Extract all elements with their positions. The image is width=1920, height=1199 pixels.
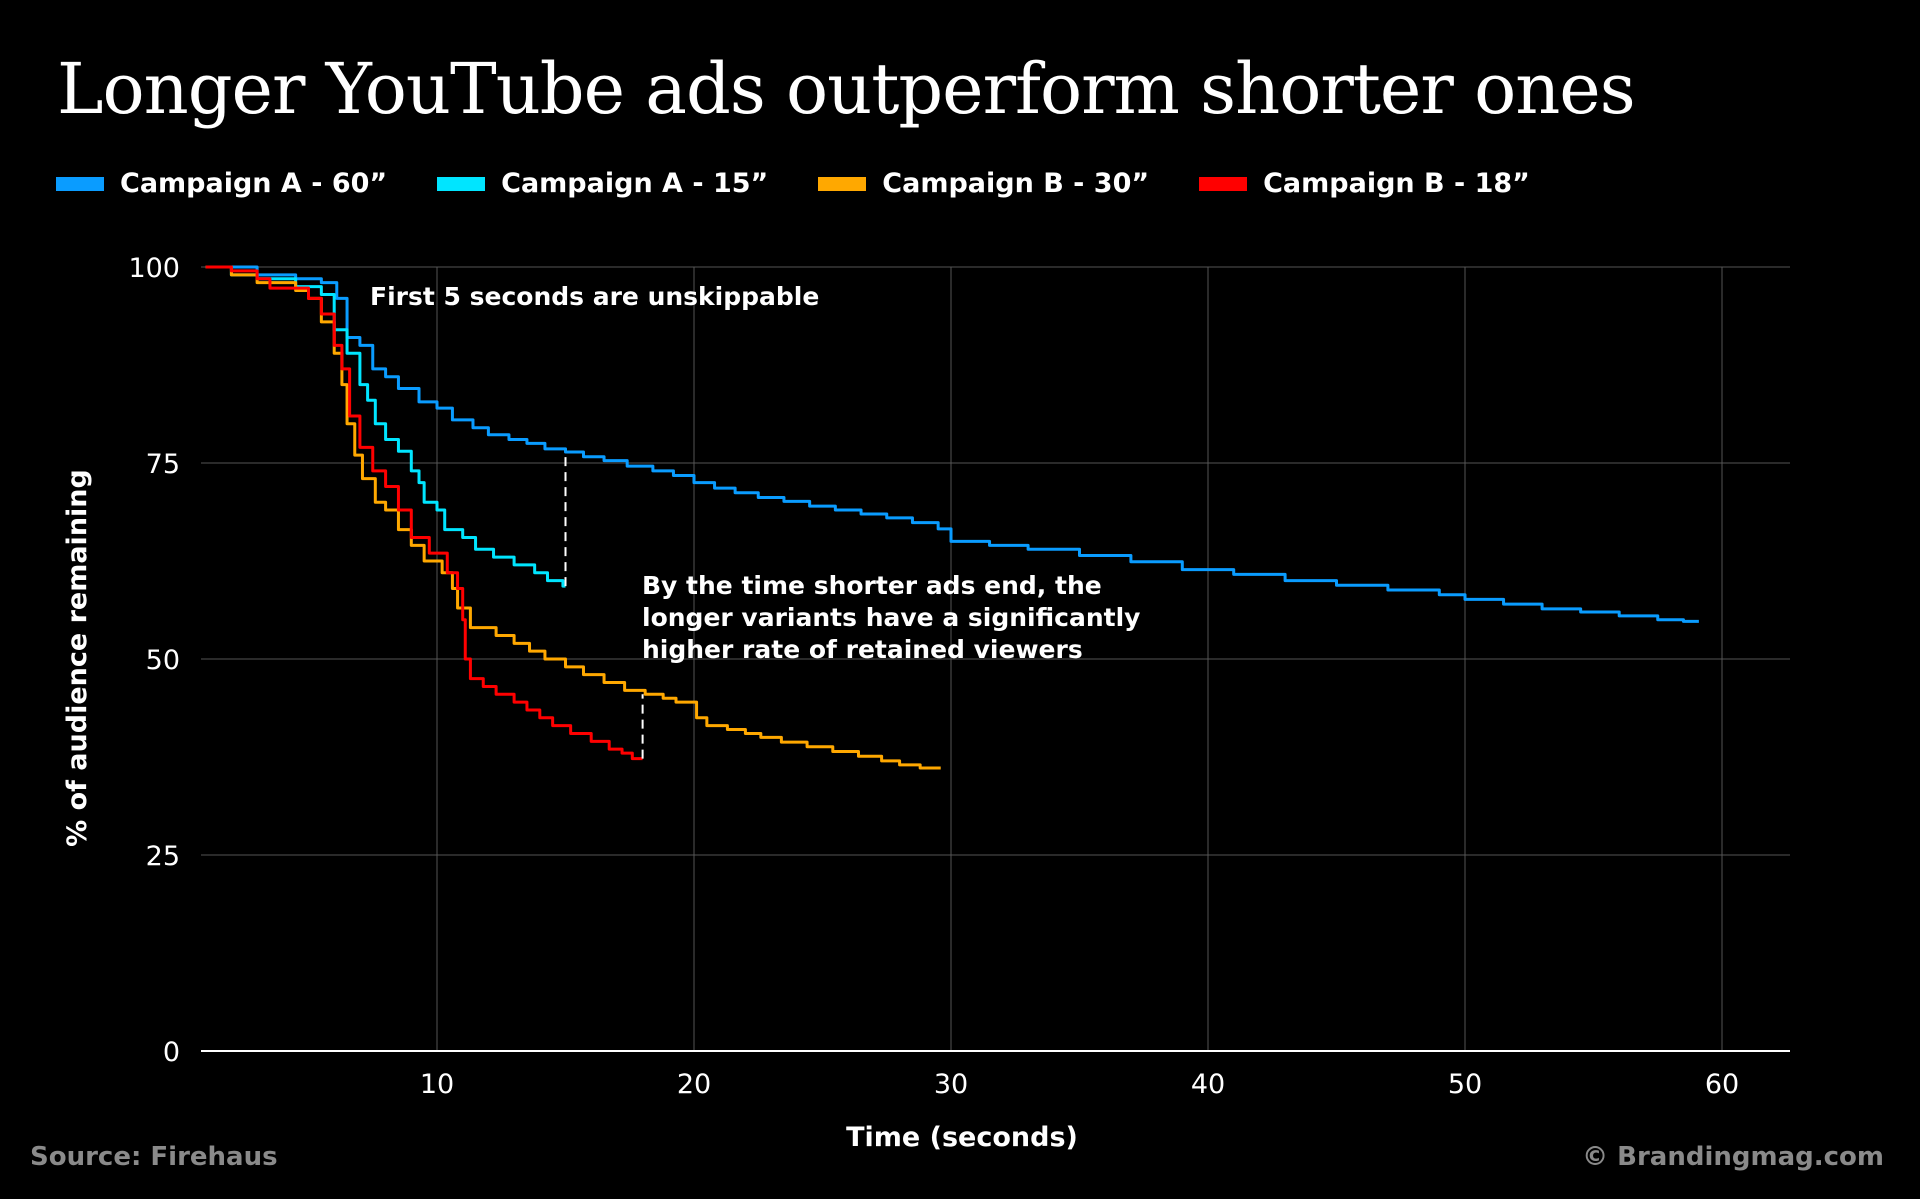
y-tick-label: 50 — [146, 645, 180, 676]
legend-item-b18: Campaign B - 18” — [1199, 168, 1530, 199]
y-tick-label: 75 — [146, 449, 180, 480]
x-tick-label: 50 — [1448, 1069, 1482, 1100]
chart-title: Longer YouTube ads outperform shorter on… — [57, 48, 1636, 130]
y-tick-label: 25 — [146, 841, 180, 872]
legend-item-a60: Campaign A - 60” — [56, 168, 387, 199]
x-axis-label: Time (seconds) — [846, 1122, 1078, 1153]
legend: Campaign A - 60” Campaign A - 15” Campai… — [56, 168, 1530, 199]
x-tick-label: 40 — [1191, 1069, 1225, 1100]
series-line-0 — [205, 265, 1699, 623]
legend-swatch — [818, 176, 867, 191]
annotation-unskippable: First 5 seconds are unskippable — [370, 282, 819, 311]
legend-item-a15: Campaign A - 15” — [437, 168, 768, 199]
legend-swatch — [56, 176, 104, 191]
legend-swatch — [437, 176, 486, 191]
legend-label: Campaign A - 60” — [120, 168, 388, 199]
legend-label: Campaign A - 15” — [501, 168, 769, 199]
y-tick-label: 100 — [128, 253, 180, 284]
legend-swatch — [1199, 176, 1248, 191]
x-tick-label: 60 — [1705, 1069, 1739, 1100]
series-line-1 — [205, 265, 566, 588]
x-tick-label: 20 — [677, 1069, 711, 1100]
source-text: Source: Firehaus — [30, 1142, 278, 1172]
legend-item-b30: Campaign B - 30” — [818, 168, 1149, 199]
y-tick-label: 0 — [163, 1037, 180, 1068]
annotation-line-1: By the time shorter ads end, the — [642, 571, 1102, 600]
x-tick-label: 10 — [420, 1069, 454, 1100]
annotation-line-3: higher rate of retained viewers — [642, 635, 1083, 664]
series-line-3 — [205, 265, 643, 761]
credit-text: © Brandingmag.com — [1582, 1142, 1884, 1172]
annotation-line-2: longer variants have a significantly — [642, 603, 1140, 632]
legend-label: Campaign B - 30” — [882, 168, 1150, 199]
y-axis-label: % of audience remaining — [62, 469, 93, 847]
x-tick-label: 30 — [934, 1069, 968, 1100]
series-line-2 — [205, 265, 941, 770]
legend-label: Campaign B - 18” — [1263, 168, 1530, 199]
